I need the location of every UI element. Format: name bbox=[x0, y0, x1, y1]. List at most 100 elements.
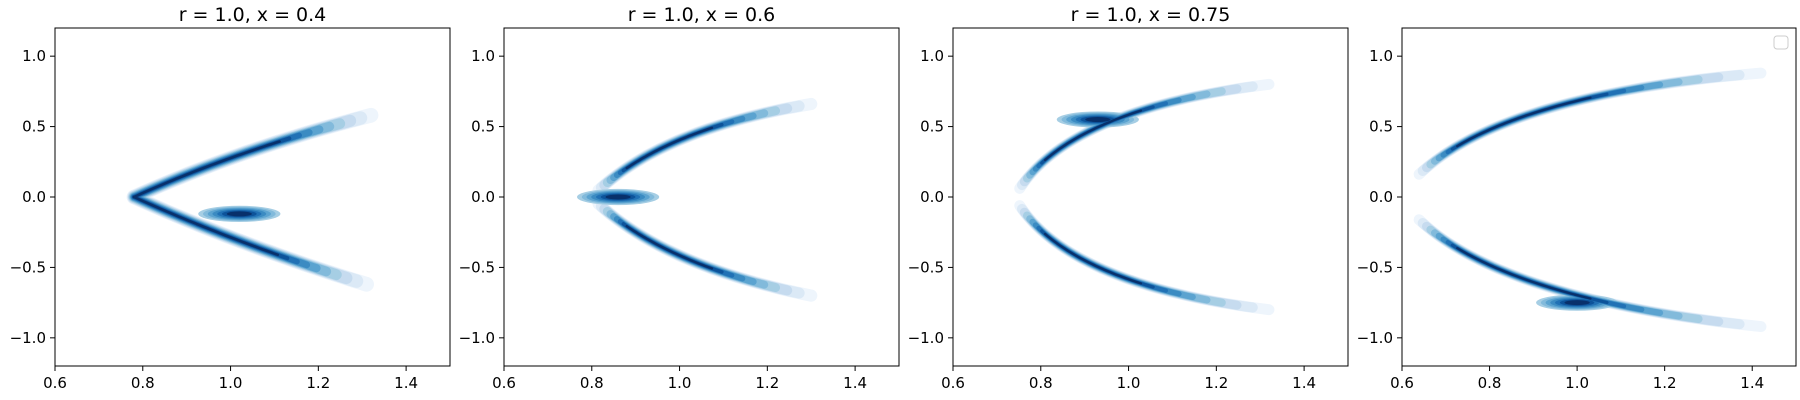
contour-band-arm-1 bbox=[1026, 90, 1211, 179]
x-tick-label: 0.8 bbox=[131, 374, 155, 392]
contour-band-arm-1 bbox=[592, 97, 818, 197]
y-tick-label: −0.5 bbox=[459, 258, 495, 276]
contour-level-7 bbox=[130, 129, 313, 269]
contour-band-arm-1 bbox=[625, 126, 714, 170]
contour-band-arm-1 bbox=[1431, 78, 1683, 165]
contour-band-arm-2 bbox=[132, 195, 280, 257]
contour-core bbox=[1564, 300, 1590, 306]
contour-level-9 bbox=[1040, 105, 1155, 289]
subplot-title: r = 1.0, x = 0.6 bbox=[628, 4, 776, 26]
y-tick-label: 0.0 bbox=[920, 188, 944, 206]
contour-band-arm-1 bbox=[1043, 109, 1143, 162]
contour-level-9 bbox=[1450, 92, 1609, 307]
contour-level-10 bbox=[132, 140, 281, 257]
y-tick-label: −1.0 bbox=[1357, 329, 1393, 347]
x-tick-label: 0.6 bbox=[941, 374, 965, 392]
x-tick-label: 0.6 bbox=[492, 374, 516, 392]
y-tick-label: 1.0 bbox=[1369, 47, 1393, 65]
contour-core bbox=[605, 194, 631, 200]
x-tick-label: 0.6 bbox=[43, 374, 67, 392]
x-tick-label: 1.4 bbox=[843, 374, 867, 392]
contour-level-10 bbox=[1456, 96, 1592, 306]
x-tick-label: 0.6 bbox=[1390, 374, 1414, 392]
y-tick-label: 0.5 bbox=[1369, 118, 1393, 136]
contour-level-7 bbox=[1440, 85, 1645, 313]
y-tick-label: 0.5 bbox=[471, 118, 495, 136]
subplot-3: 0.6 0.8 1.0 1.2 1.4 −1.0 −0.5 0.0 0.5 1.0 r = 1.0,… bbox=[908, 4, 1349, 392]
subplot-1: 0.6 0.8 1.0 1.2 1.4 −1.0 −0.5 0.0 0.5 1.0 r = 1.0,… bbox=[10, 4, 451, 392]
contour-level-1 bbox=[126, 107, 379, 292]
contour-level-6 bbox=[1435, 81, 1664, 316]
contour-level-1 bbox=[1413, 67, 1767, 333]
x-tick-label: 0.8 bbox=[580, 374, 604, 392]
contour-band-arm-1 bbox=[1014, 78, 1275, 194]
contour-band-arm-1 bbox=[1417, 70, 1745, 176]
y-tick-label: 0.5 bbox=[22, 118, 46, 136]
density-contours bbox=[126, 107, 379, 292]
x-tick-label: 1.0 bbox=[668, 374, 692, 392]
contour-level-10 bbox=[605, 126, 714, 270]
y-tick-label: −0.5 bbox=[1357, 258, 1393, 276]
y-tick-label: 0.0 bbox=[22, 188, 46, 206]
contour-band-arm-1 bbox=[1426, 75, 1703, 169]
x-tick-label: 1.4 bbox=[1292, 374, 1316, 392]
y-tick-label: −1.0 bbox=[10, 329, 46, 347]
density-contours bbox=[577, 97, 818, 302]
contour-level-3 bbox=[127, 114, 357, 285]
subplot-2: 0.6 0.8 1.0 1.2 1.4 −1.0 −0.5 0.0 0.5 1.0 r = 1.0,… bbox=[459, 4, 900, 392]
contour-band-arm-2 bbox=[1019, 207, 1242, 310]
contour-band-arm-1 bbox=[1029, 93, 1196, 176]
contour-band-arm-1 bbox=[1422, 72, 1724, 173]
y-tick-label: −1.0 bbox=[908, 329, 944, 347]
x-tick-label: 1.0 bbox=[219, 374, 243, 392]
contour-level-8 bbox=[1036, 101, 1168, 293]
x-tick-label: 1.4 bbox=[394, 374, 418, 392]
contour-band-arm-2 bbox=[592, 197, 818, 302]
contour-level-3 bbox=[1422, 72, 1724, 327]
x-tick-label: 1.0 bbox=[1565, 374, 1589, 392]
contour-band-arm-1 bbox=[1019, 84, 1242, 187]
y-tick-label: −1.0 bbox=[459, 329, 495, 347]
contour-band-arm-1 bbox=[595, 100, 805, 194]
y-tick-label: −0.5 bbox=[908, 258, 944, 276]
x-tick-label: 1.2 bbox=[1204, 374, 1228, 392]
y-tick-label: 1.0 bbox=[22, 47, 46, 65]
contour-band-arm-1 bbox=[1023, 87, 1226, 183]
x-tick-label: 1.2 bbox=[755, 374, 779, 392]
contour-band-arm-2 bbox=[625, 225, 714, 270]
contour-band-arm-1 bbox=[1456, 96, 1592, 148]
contour-band-arm-2 bbox=[1026, 215, 1211, 304]
axes-frame bbox=[952, 27, 1349, 367]
y-tick-label: 0.0 bbox=[471, 188, 495, 206]
contour-band-arm-2 bbox=[1017, 203, 1258, 313]
contour-band-arm-2 bbox=[1023, 211, 1226, 307]
x-tick-label: 1.4 bbox=[1740, 374, 1764, 392]
contour-level-9 bbox=[132, 136, 292, 261]
x-tick-label: 1.2 bbox=[1653, 374, 1677, 392]
contour-core bbox=[226, 211, 252, 217]
density-contours bbox=[1413, 67, 1767, 333]
y-tick-label: 1.0 bbox=[471, 47, 495, 65]
contour-band-arm-1 bbox=[1017, 81, 1258, 191]
y-tick-label: 0.5 bbox=[920, 118, 944, 136]
contour-level-2 bbox=[127, 111, 368, 288]
axes-frame bbox=[54, 27, 451, 367]
x-tick-label: 1.0 bbox=[1117, 374, 1141, 392]
contour-level-4 bbox=[1426, 75, 1703, 323]
contour-band-arm-1 bbox=[1413, 67, 1767, 180]
x-tick-label: 1.2 bbox=[306, 374, 330, 392]
contour-band-arm-2 bbox=[1043, 232, 1143, 285]
contour-level-5 bbox=[1431, 78, 1683, 320]
contour-band-arm-1 bbox=[132, 140, 281, 199]
contour-level-8 bbox=[1445, 88, 1627, 309]
contour-level-8 bbox=[131, 132, 302, 265]
x-tick-label: 0.8 bbox=[1478, 374, 1502, 392]
contour-level-2 bbox=[1417, 70, 1745, 330]
y-tick-label: −0.5 bbox=[10, 258, 46, 276]
contour-core bbox=[1085, 117, 1111, 123]
legend-box bbox=[1773, 35, 1789, 50]
contour-band-arm-2 bbox=[1014, 200, 1275, 316]
subplot-title: r = 1.0, x = 0.4 bbox=[179, 4, 327, 26]
